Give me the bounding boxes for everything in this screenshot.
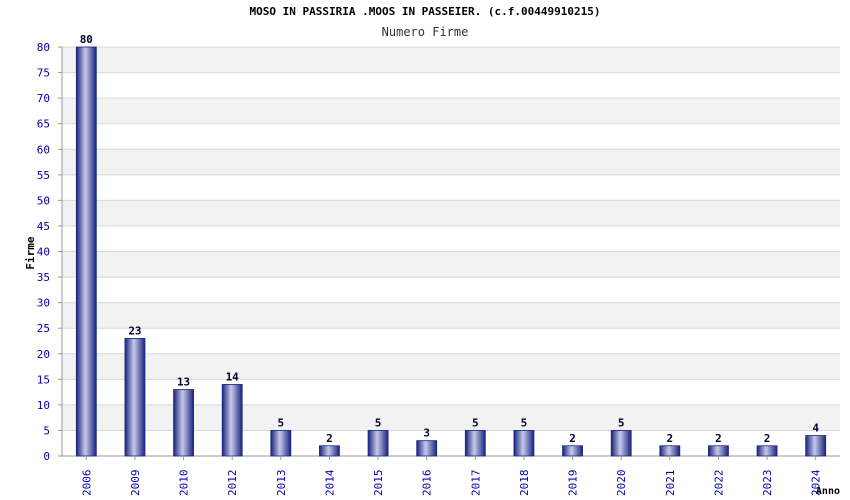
bar: [124, 338, 146, 457]
bar-value-label: 3: [423, 427, 430, 440]
bar-value-label: 5: [375, 416, 382, 429]
bar-value-label: 4: [812, 422, 819, 435]
bar-value-label: 2: [569, 432, 576, 445]
chart-title: MOSO IN PASSIRIA .MOOS IN PASSEIER. (c.f…: [249, 5, 601, 18]
bar: [416, 440, 438, 457]
grid-band: [62, 98, 840, 124]
bar-value-label: 5: [521, 416, 528, 429]
x-tick-labels: 2006 2009 2010 2012 2013 2014 2015 2016 2017 2018…: [80, 456, 823, 497]
x-tick-label: 2015: [372, 470, 385, 497]
x-tick-label: 2010: [178, 470, 191, 497]
y-tick-label: 30: [37, 297, 50, 310]
bar-value-label: 14: [226, 370, 240, 383]
x-tick-label: 2017: [469, 470, 482, 497]
y-tick-label: 10: [37, 399, 50, 412]
value-labels: 80 23 13 14 5 2 5 3 5 5 2 5 2 2 2 4: [80, 33, 820, 445]
x-tick-label: 2014: [323, 469, 336, 496]
x-tick-label: 2022: [712, 470, 725, 497]
x-tick-label: 2023: [761, 470, 774, 497]
bar-value-label: 5: [472, 416, 479, 429]
y-tick-label: 50: [37, 194, 50, 207]
bar-value-label: 2: [667, 432, 674, 445]
y-tick-label: 65: [37, 118, 50, 131]
y-axis-label: Firme: [24, 236, 37, 269]
y-tick-label: 75: [37, 67, 50, 80]
y-tick-label: 40: [37, 246, 50, 259]
x-tick-label: 2018: [518, 470, 531, 497]
grid-band: [62, 200, 840, 226]
bar: [75, 46, 97, 457]
bar-value-label: 2: [715, 432, 722, 445]
y-tick-label: 25: [37, 322, 50, 335]
y-tick-labels: 0 5 10 15 20 25 30 35 40 45 50 55 60 65 70 75 80: [37, 41, 62, 463]
x-tick-label: 2019: [567, 470, 580, 497]
bar: [221, 384, 243, 457]
grid-band: [62, 251, 840, 278]
grid-band: [62, 353, 840, 380]
y-tick-label: 20: [37, 348, 50, 361]
bar: [805, 435, 827, 457]
y-tick-label: 0: [43, 450, 50, 463]
x-tick-label: 2012: [226, 470, 239, 497]
bar: [464, 430, 486, 457]
y-tick-label: 35: [37, 271, 50, 284]
bar: [319, 445, 340, 457]
y-tick-label: 80: [37, 41, 50, 54]
y-tick-label: 60: [37, 143, 50, 156]
y-tick-label: 70: [37, 92, 50, 105]
bar-value-label: 80: [80, 33, 93, 46]
bar: [562, 445, 583, 457]
bar-value-label: 13: [177, 376, 190, 389]
bar: [610, 430, 632, 457]
grid-bands: [62, 47, 840, 431]
bar: [173, 389, 194, 457]
bar: [270, 430, 292, 457]
x-tick-label: 2021: [664, 470, 677, 497]
y-tick-label: 15: [37, 373, 50, 386]
bar-value-label: 5: [278, 416, 285, 429]
x-tick-label: 2009: [129, 470, 142, 497]
y-tick-label: 45: [37, 220, 50, 233]
bar-value-label: 5: [618, 416, 625, 429]
x-tick-label: 2016: [421, 470, 434, 497]
chart-subtitle: Numero Firme: [381, 25, 469, 39]
x-axis-label: Anno: [816, 486, 840, 497]
y-tick-label: 5: [43, 424, 50, 437]
y-tick-label: 55: [37, 169, 50, 182]
bar: [659, 445, 681, 457]
bar: [513, 430, 535, 457]
grid-band: [62, 47, 840, 73]
x-tick-label: 2020: [615, 470, 628, 497]
bar-value-label: 2: [764, 432, 771, 445]
x-tick-label: 2013: [275, 470, 288, 497]
bar-value-label: 2: [326, 432, 333, 445]
grid-band: [62, 302, 840, 329]
bars: [75, 46, 827, 457]
bar: [756, 445, 778, 457]
bar-value-label: 23: [128, 324, 141, 337]
bar: [708, 445, 729, 457]
x-tick-label: 2006: [80, 470, 93, 497]
x-tick-label: 2024: [810, 469, 823, 496]
grid-band: [62, 149, 840, 175]
bar: [367, 430, 389, 457]
